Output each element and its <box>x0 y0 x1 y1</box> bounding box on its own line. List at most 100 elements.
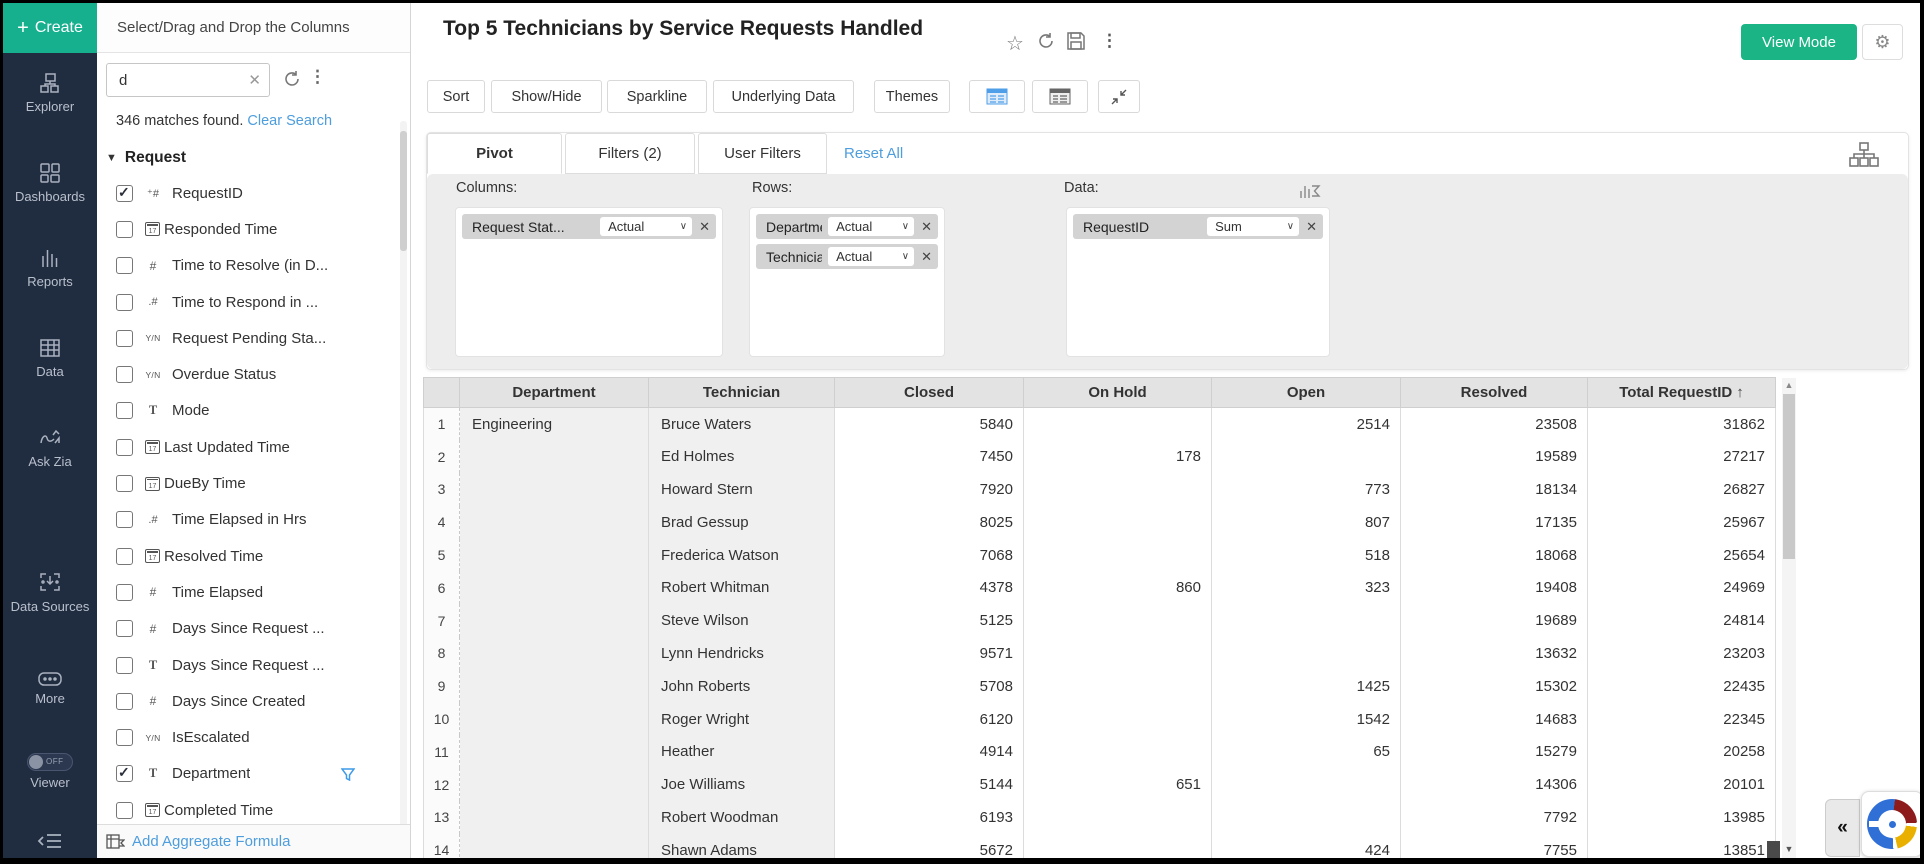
field-row[interactable]: Y/N Request Pending Sta... <box>97 320 397 356</box>
tab-pivot[interactable]: Pivot <box>427 133 562 174</box>
field-row[interactable]: # Days Since Request ... <box>97 611 397 647</box>
filter-funnel-icon[interactable] <box>341 767 355 781</box>
chip-aggregate-select[interactable]: Sum ∨ <box>1207 217 1300 236</box>
collapse-widget-button[interactable]: « <box>1825 799 1860 857</box>
fields-scrollbar[interactable] <box>400 121 407 827</box>
field-checkbox[interactable] <box>116 475 133 493</box>
favorite-star-icon[interactable]: ☆ <box>1006 33 1024 55</box>
field-checkbox[interactable] <box>116 366 133 384</box>
tab-user-filters[interactable]: User Filters <box>698 133 827 174</box>
field-checkbox[interactable] <box>116 257 133 275</box>
sparkline-button[interactable]: Sparkline <box>607 80 707 113</box>
field-row[interactable]: Responded Time <box>97 211 397 247</box>
pivot-row-chip[interactable]: Department Actual∨ ✕ <box>756 214 938 239</box>
field-row[interactable]: Last Updated Time <box>97 429 397 465</box>
chip-remove-icon[interactable]: ✕ <box>699 218 710 234</box>
collapse-sidebar-button[interactable] <box>3 832 97 850</box>
add-aggregate-bar[interactable]: Add Aggregate Formula <box>97 824 410 858</box>
col-header-closed[interactable]: Closed <box>834 377 1024 408</box>
clear-search-link[interactable]: Clear Search <box>247 113 333 129</box>
field-checkbox[interactable] <box>116 293 133 311</box>
table-section-header[interactable]: ▼ Request <box>106 149 186 167</box>
scrollbar-thumb[interactable] <box>400 131 407 251</box>
themes-button[interactable]: Themes <box>874 80 950 113</box>
field-search-input[interactable] <box>117 70 249 90</box>
data-dropzone[interactable]: RequestID Sum ∨ ✕ <box>1066 207 1330 357</box>
add-aggregate-link[interactable]: Add Aggregate Formula <box>132 833 291 850</box>
chip-aggregate-select[interactable]: Actual ∨ <box>828 217 915 236</box>
clear-search-x-icon[interactable]: ✕ <box>248 72 261 89</box>
field-row[interactable]: ⁺# RequestID <box>97 175 397 211</box>
field-checkbox[interactable] <box>116 220 133 238</box>
field-checkbox[interactable] <box>116 801 133 819</box>
sidebar-item-dashboards[interactable]: Dashboards <box>3 161 97 205</box>
field-row[interactable]: Resolved Time <box>97 538 397 574</box>
field-row[interactable]: Y/N IsEscalated <box>97 719 397 755</box>
show-hide-button[interactable]: Show/Hide <box>491 80 602 113</box>
fields-menu-kebab-icon[interactable]: ⋮ <box>309 67 326 86</box>
refresh-report-icon[interactable] <box>1036 31 1056 56</box>
chip-aggregate-select[interactable]: Actual ∨ <box>600 217 693 236</box>
chip-remove-icon[interactable]: ✕ <box>921 218 932 234</box>
field-row[interactable]: Completed Time <box>97 792 397 828</box>
field-row[interactable]: .# Time to Respond in ... <box>97 284 397 320</box>
sidebar-item-ask-zia[interactable]: Ask Zia <box>3 426 97 470</box>
hierarchy-layout-icon[interactable] <box>1848 141 1880 173</box>
pivot-column-chip[interactable]: Request Stat... Actual ∨ ✕ <box>462 214 716 239</box>
field-row[interactable]: # Time Elapsed <box>97 574 397 610</box>
scroll-drag-handle[interactable] <box>1767 841 1780 858</box>
field-checkbox[interactable] <box>116 583 133 601</box>
table-vertical-scrollbar[interactable]: ▲ ▼ <box>1782 378 1796 858</box>
sort-button[interactable]: Sort <box>427 80 485 113</box>
scrollbar-thumb[interactable] <box>1783 394 1795 559</box>
field-checkbox[interactable] <box>116 656 133 674</box>
col-header-total[interactable]: Total RequestID ↑ <box>1587 377 1776 408</box>
field-row[interactable]: T Mode <box>97 393 397 429</box>
field-row[interactable]: Y/N Overdue Status <box>97 356 397 392</box>
rows-dropzone[interactable]: Department Actual∨ ✕ Technician Actual∨ … <box>749 207 945 357</box>
field-row[interactable]: T Department <box>97 756 397 792</box>
title-kebab-icon[interactable]: ⋮ <box>1101 31 1118 50</box>
save-icon[interactable] <box>1066 31 1086 56</box>
chip-remove-icon[interactable]: ✕ <box>1306 218 1317 234</box>
sidebar-item-reports[interactable]: Reports <box>3 246 97 290</box>
field-checkbox[interactable] <box>116 329 133 347</box>
field-checkbox[interactable] <box>116 692 133 710</box>
col-header-technician[interactable]: Technician <box>648 377 835 408</box>
pivot-data-chip[interactable]: RequestID Sum ∨ ✕ <box>1073 214 1323 239</box>
refresh-fields-button[interactable] <box>282 69 302 94</box>
viewer-toggle[interactable]: OFF <box>27 753 73 771</box>
sidebar-item-explorer[interactable]: Explorer <box>3 71 97 115</box>
columns-dropzone[interactable]: Request Stat... Actual ∨ ✕ <box>455 207 723 357</box>
field-row[interactable]: # Days Since Created <box>97 683 397 719</box>
view-mode-button[interactable]: View Mode <box>1741 24 1857 60</box>
settings-gear-button[interactable]: ⚙ <box>1862 24 1903 60</box>
underlying-data-button[interactable]: Underlying Data <box>713 80 854 113</box>
tab-filters[interactable]: Filters (2) <box>565 133 695 174</box>
field-checkbox[interactable] <box>116 402 133 420</box>
field-checkbox[interactable] <box>116 438 133 456</box>
field-checkbox[interactable] <box>116 511 133 529</box>
field-row[interactable]: .# Time Elapsed in Hrs <box>97 502 397 538</box>
sidebar-item-data[interactable]: Data <box>3 336 97 380</box>
col-header-department[interactable]: Department <box>459 377 649 408</box>
sidebar-item-more[interactable]: More <box>3 671 97 707</box>
chip-aggregate-select[interactable]: Actual ∨ <box>828 247 915 266</box>
reset-all-link[interactable]: Reset All <box>844 145 904 162</box>
field-checkbox[interactable] <box>116 764 133 783</box>
create-button[interactable]: + Create <box>3 3 97 53</box>
field-checkbox[interactable] <box>116 184 133 202</box>
assistant-logo-button[interactable] <box>1861 791 1920 857</box>
sidebar-item-data-sources[interactable]: Data Sources <box>3 569 97 615</box>
field-checkbox[interactable] <box>116 620 133 638</box>
chip-remove-icon[interactable]: ✕ <box>921 248 932 264</box>
table-view-blue-button[interactable] <box>969 80 1025 113</box>
col-header-resolved[interactable]: Resolved <box>1400 377 1588 408</box>
col-header-open[interactable]: Open <box>1211 377 1401 408</box>
table-view-dark-button[interactable] <box>1032 80 1088 113</box>
scroll-down-arrow[interactable]: ▼ <box>1784 844 1794 854</box>
col-header-on-hold[interactable]: On Hold <box>1023 377 1212 408</box>
field-checkbox[interactable] <box>116 547 133 565</box>
collapse-columns-button[interactable] <box>1098 80 1140 113</box>
pivot-row-chip[interactable]: Technician Actual∨ ✕ <box>756 244 938 269</box>
